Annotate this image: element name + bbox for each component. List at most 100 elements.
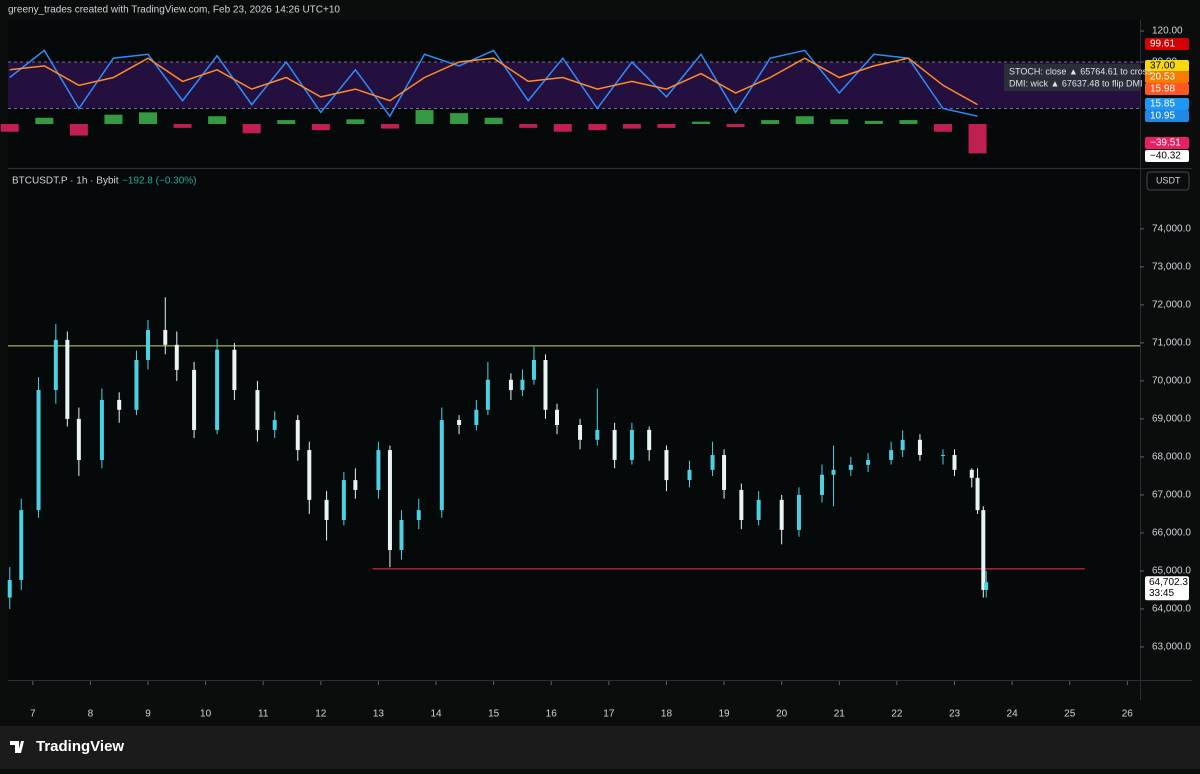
histogram-bar [380, 123, 399, 129]
candle-body [984, 582, 989, 590]
footer [0, 726, 1200, 769]
histogram-bar [484, 117, 503, 124]
indicator-value-label-box [1145, 83, 1189, 95]
histogram-bar [311, 123, 330, 131]
candle-body [324, 499, 329, 521]
candle-body [508, 379, 513, 391]
x-tick-label: 18 [661, 709, 673, 720]
indicator-value-label: 20.53 [1150, 72, 1175, 83]
candle-body [36, 390, 41, 511]
y-tick-label: 64,000.0 [1152, 604, 1191, 615]
header-text: greeny_trades created with TradingView.c… [8, 5, 340, 16]
price-change: −192.8 (−0.30%) [122, 176, 197, 187]
y-tick-label: 72,000.0 [1152, 300, 1191, 311]
x-tick-label: 8 [88, 709, 94, 720]
candle-body [255, 390, 260, 430]
indicator-value-label: 15.85 [1150, 99, 1175, 110]
candle-body [975, 477, 980, 511]
candle-body [192, 369, 197, 430]
x-tick-label: 26 [1122, 709, 1134, 720]
candle-body [848, 464, 853, 470]
candle-body [76, 418, 81, 460]
indicator-value-label: 10.95 [1150, 111, 1175, 122]
candle-body [647, 429, 652, 451]
candle-body [341, 480, 346, 521]
symbol-title: BTCUSDT.P · 1h · Bybit [12, 176, 119, 187]
tooltip-line: STOCH: close ▲ 65764.61 to cross [1009, 66, 1152, 76]
candle-body [981, 510, 986, 590]
candle-body [53, 339, 58, 391]
candle-body [952, 455, 957, 470]
candle-body [416, 510, 421, 521]
candle-body [629, 429, 634, 460]
histogram-bar [726, 123, 745, 128]
x-tick-label: 23 [949, 709, 961, 720]
x-tick-label: 24 [1007, 709, 1019, 720]
candle-body [595, 429, 600, 440]
last-price-label: 64,702.3 [1149, 577, 1188, 588]
y-tick-label: 70,000.0 [1152, 376, 1191, 387]
histogram-bar [657, 123, 676, 128]
indicator-value-label-box [1145, 110, 1189, 122]
candle-body [117, 399, 122, 410]
price-pane [8, 170, 1140, 680]
candle-body [520, 379, 525, 391]
y-tick-label: 73,000.0 [1152, 262, 1191, 273]
candle-body [163, 329, 168, 345]
x-tick-label: 9 [145, 709, 151, 720]
x-tick-label: 13 [373, 709, 385, 720]
candle-body [174, 344, 179, 370]
x-tick-label: 14 [430, 709, 442, 720]
histogram-bar [277, 120, 296, 124]
candle-body [889, 450, 894, 460]
histogram-bar [415, 110, 434, 124]
histogram-bar [830, 119, 849, 124]
histogram-bar [553, 123, 572, 132]
candle-body [19, 510, 24, 581]
histogram-bar [242, 123, 261, 134]
unit-button [1146, 171, 1190, 191]
candle-body [722, 455, 727, 490]
candle-body [485, 379, 490, 410]
tv-logo-icon [10, 741, 24, 753]
x-tick-label: 7 [30, 709, 36, 720]
histogram-bar [864, 120, 883, 124]
candle-body [232, 349, 237, 391]
indicator-value-label: −40.32 [1150, 151, 1181, 162]
candle-body [555, 409, 560, 425]
candle-body [687, 469, 692, 481]
y-tick-label: 71,000.0 [1152, 338, 1191, 349]
x-tick-label: 16 [546, 709, 558, 720]
x-tick-label: 11 [258, 709, 269, 720]
candle-body [531, 360, 536, 380]
candle-body [399, 520, 404, 551]
x-tick-label: 10 [200, 709, 212, 720]
tooltip-line: DMI: wick ▲ 67637.48 to flip DMI [1009, 78, 1142, 88]
histogram-bar [208, 116, 227, 124]
y-tick-label: 66,000.0 [1152, 528, 1191, 539]
indicator-value-label: 15.98 [1150, 84, 1175, 95]
x-tick-label: 20 [776, 709, 788, 720]
last-price-box [1145, 576, 1189, 601]
candle-body [756, 499, 761, 521]
histogram-bar [761, 120, 780, 124]
indicator-value-label: 99.61 [1150, 39, 1175, 50]
histogram-bar [35, 117, 54, 124]
histogram-bar [0, 123, 19, 132]
tv-logo: TradingView [10, 738, 124, 755]
histogram-bar [933, 123, 952, 132]
histogram-bar [104, 114, 123, 124]
histogram-bar [519, 123, 538, 128]
histogram-bar [899, 120, 918, 124]
histogram-bar [69, 123, 88, 136]
candle-body [387, 450, 392, 551]
tooltip-box [1004, 64, 1140, 91]
indicator-tick-label: 120.00 [1152, 26, 1183, 37]
candle-body [272, 420, 277, 430]
histogram-bar [692, 121, 711, 124]
candle-body [739, 489, 744, 521]
histogram-bar [138, 112, 157, 124]
candle-body [779, 499, 784, 530]
candle-body [543, 360, 548, 410]
